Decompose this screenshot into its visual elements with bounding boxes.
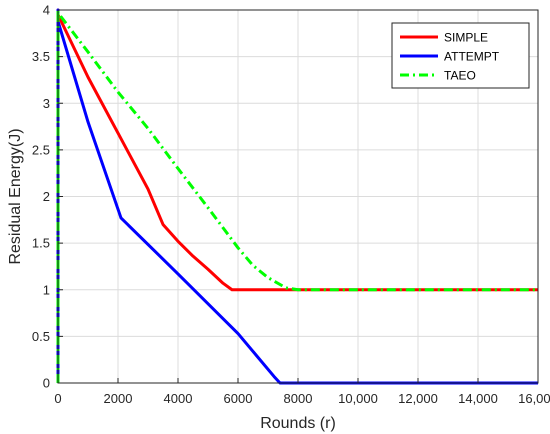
- series-line-simple: [56, 8, 538, 383]
- x-tick-label: 14,000: [458, 391, 498, 406]
- x-axis-ticks: 0 2000 4000 6000 8000 10,000 12,000 14,000 16,00…: [54, 378, 550, 406]
- x-tick-label: 16,000: [518, 391, 550, 406]
- x-tick-label: 0: [54, 391, 61, 406]
- x-tick-label: 12,000: [398, 391, 438, 406]
- x-tick-label: 10,000: [338, 391, 378, 406]
- series-line-taeo: [56, 8, 538, 383]
- y-tick-label: 4: [43, 3, 50, 18]
- x-tick-label: 6000: [224, 391, 253, 406]
- y-tick-label: 1: [43, 282, 50, 297]
- y-tick-label: 2: [43, 189, 50, 204]
- y-tick-label: 3: [43, 96, 50, 111]
- x-tick-label: 8000: [284, 391, 313, 406]
- legend-label-attempt: ATTEMPT: [444, 50, 500, 64]
- y-tick-label: 2.5: [32, 142, 50, 157]
- y-axis-label: Residual Energy(J): [7, 128, 24, 264]
- legend-label-taeo: TAEO: [444, 69, 476, 83]
- x-tick-label: 2000: [104, 391, 133, 406]
- y-tick-label: 3.5: [32, 49, 50, 64]
- x-axis-label: Rounds (r): [260, 415, 336, 432]
- y-axis-ticks: 0 0.5 1 1.5 2 2.5 3 3.5 4: [32, 3, 63, 391]
- y-tick-label: 0: [43, 376, 50, 391]
- y-tick-label: 0.5: [32, 329, 50, 344]
- legend-label-simple: SIMPLE: [444, 31, 488, 45]
- x-tick-label: 4000: [164, 391, 193, 406]
- y-tick-label: 1.5: [32, 236, 50, 251]
- legend: SIMPLE ATTEMPT TAEO: [391, 22, 530, 89]
